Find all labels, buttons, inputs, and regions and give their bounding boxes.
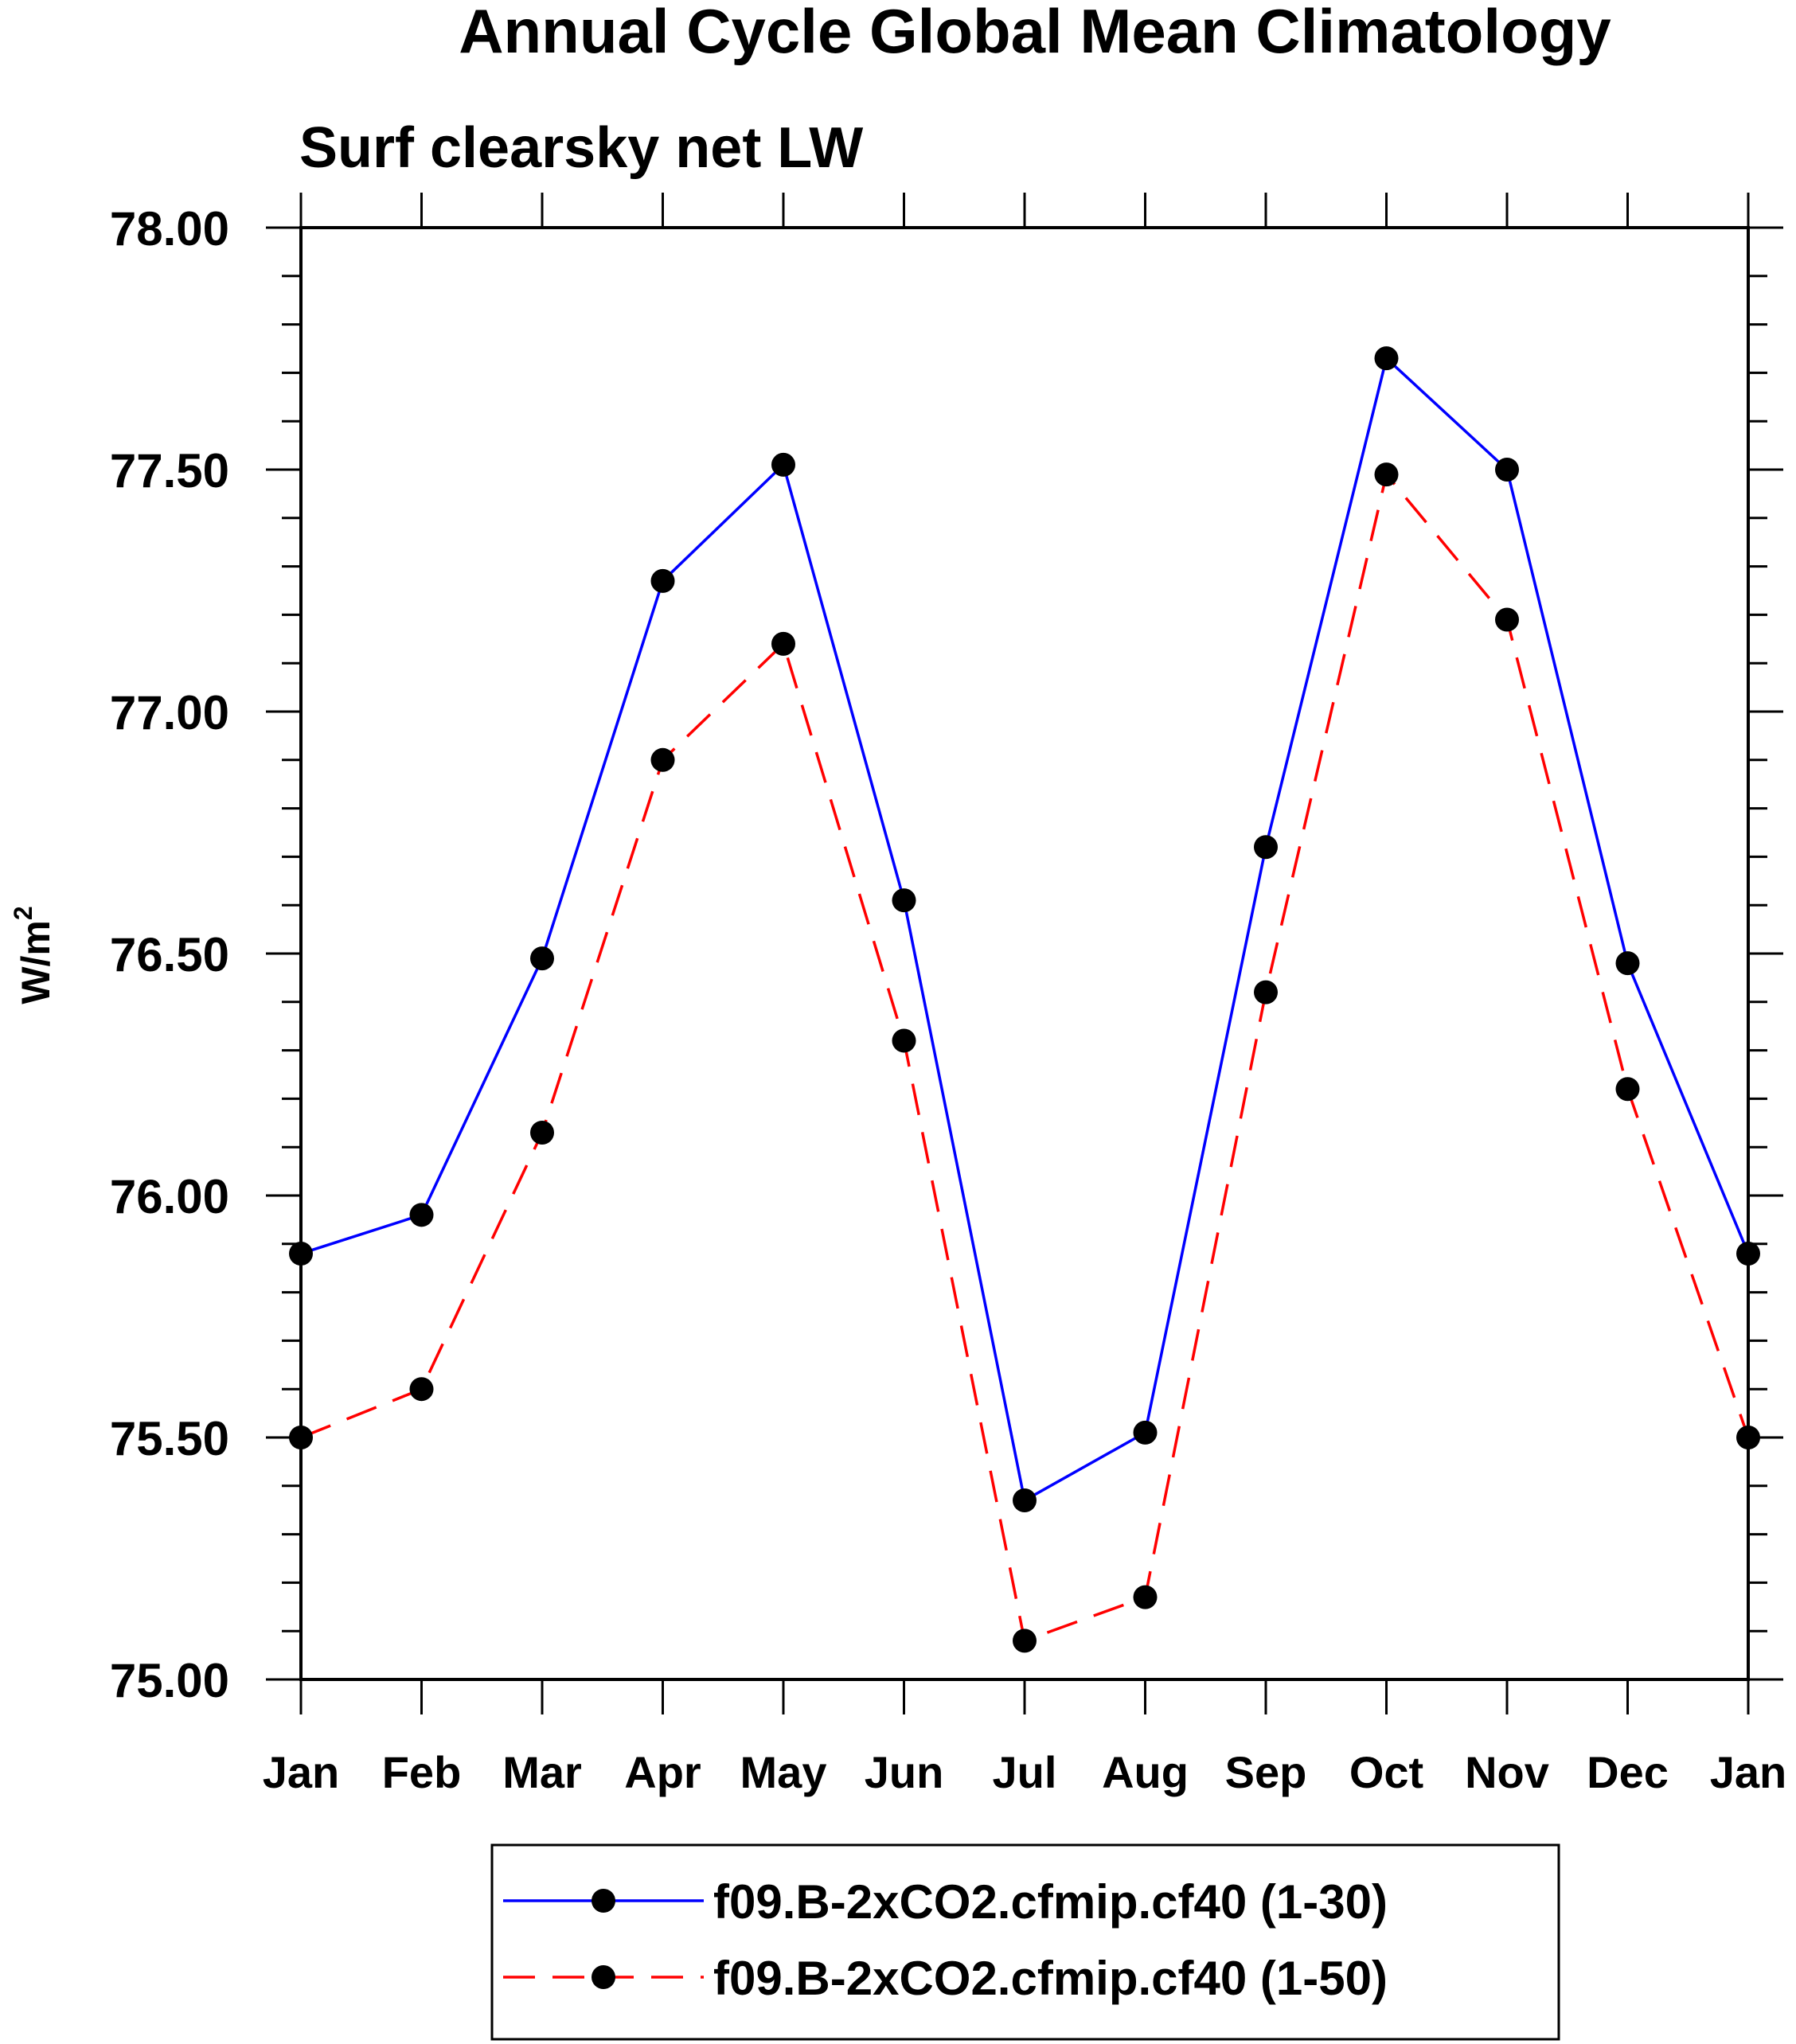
x-tick-label: Dec: [1587, 1747, 1669, 1797]
legend: f09.B-2xCO2.cfmip.cf40 (1-30) f09.B-2xCO2…: [490, 1843, 1560, 2041]
series-2-point: [1254, 980, 1278, 1004]
series-1-point: [1254, 835, 1278, 860]
x-tick-label: Jun: [865, 1747, 944, 1797]
legend-box: [490, 1843, 1560, 2041]
series-1-point: [1374, 346, 1399, 371]
series-1-point: [650, 568, 675, 593]
y-tick-label: 75.00: [110, 1654, 229, 1707]
series-2-point: [1133, 1585, 1158, 1609]
series-1-point: [771, 452, 795, 477]
y-tick-labels: 75.00 75.50 76.00 76.50 77.00 77.50 78.00: [110, 202, 229, 1707]
x-tick-label: Oct: [1349, 1747, 1423, 1797]
y-tick-label: 77.00: [110, 686, 229, 739]
y-tick-label: 76.50: [110, 928, 229, 981]
x-tick-labels: Jan Feb Mar Apr May Jun Jul Aug Sep Oct Nov Dec Jan: [263, 1747, 1787, 1797]
series-2-line: [300, 471, 1750, 1643]
x-tick-label: Mar: [502, 1747, 582, 1797]
series-1-line: [300, 355, 1750, 1503]
chart-subtitle: Surf clearsky net LW: [299, 116, 863, 180]
y-tick-label: 75.50: [110, 1412, 229, 1465]
series-2-point: [409, 1377, 434, 1402]
y-tick-label: 76.00: [110, 1170, 229, 1223]
series-1-point: [1736, 1241, 1760, 1266]
series-2-point: [1374, 462, 1399, 487]
legend-marker-1: [592, 1889, 615, 1913]
series-1-point: [1133, 1420, 1158, 1445]
y-tick-label: 78.00: [110, 202, 229, 256]
series-2-point: [1736, 1426, 1760, 1449]
x-tick-label: Feb: [382, 1747, 462, 1797]
axis-ticks: [266, 193, 1783, 1714]
plot-frame: [299, 226, 1750, 1681]
series-2-point: [1495, 607, 1519, 632]
series-2-point: [530, 1120, 554, 1145]
series-1-point: [1013, 1488, 1037, 1513]
series-2-point: [1013, 1629, 1037, 1653]
series-2-point: [771, 631, 795, 656]
x-tick-label: May: [740, 1747, 827, 1797]
x-tick-label: Apr: [624, 1747, 701, 1797]
y-axis-label: W/m2: [9, 906, 58, 1004]
x-tick-label: Jan: [1710, 1747, 1787, 1797]
series-1-point: [892, 888, 916, 913]
x-tick-label: Nov: [1465, 1747, 1549, 1797]
legend-label-2: f09.B-2xCO2.cfmip.cf40 (1-50): [713, 1952, 1388, 2005]
series-1-point: [1495, 458, 1519, 482]
series-1-point: [530, 946, 554, 971]
legend-label-1: f09.B-2xCO2.cfmip.cf40 (1-30): [713, 1875, 1388, 1929]
series-1-point: [289, 1241, 313, 1266]
series-layer: [289, 346, 1760, 1653]
x-tick-label: Jan: [263, 1747, 340, 1797]
x-tick-label: Jul: [993, 1747, 1057, 1797]
legend-items: f09.B-2xCO2.cfmip.cf40 (1-30) f09.B-2xCO2…: [503, 1875, 1388, 2005]
x-tick-label: Aug: [1102, 1747, 1189, 1797]
series-1-point: [1615, 951, 1640, 976]
series-2-point: [892, 1028, 916, 1053]
series-2-point: [289, 1426, 313, 1449]
series-2-point: [650, 747, 675, 772]
legend-marker-2: [592, 1965, 615, 1989]
series-2-point: [1615, 1077, 1640, 1102]
y-tick-label: 77.50: [110, 444, 229, 497]
x-tick-label: Sep: [1225, 1747, 1307, 1797]
series-1-point: [409, 1203, 434, 1227]
chart-title: Annual Cycle Global Mean Climatology: [459, 0, 1611, 66]
